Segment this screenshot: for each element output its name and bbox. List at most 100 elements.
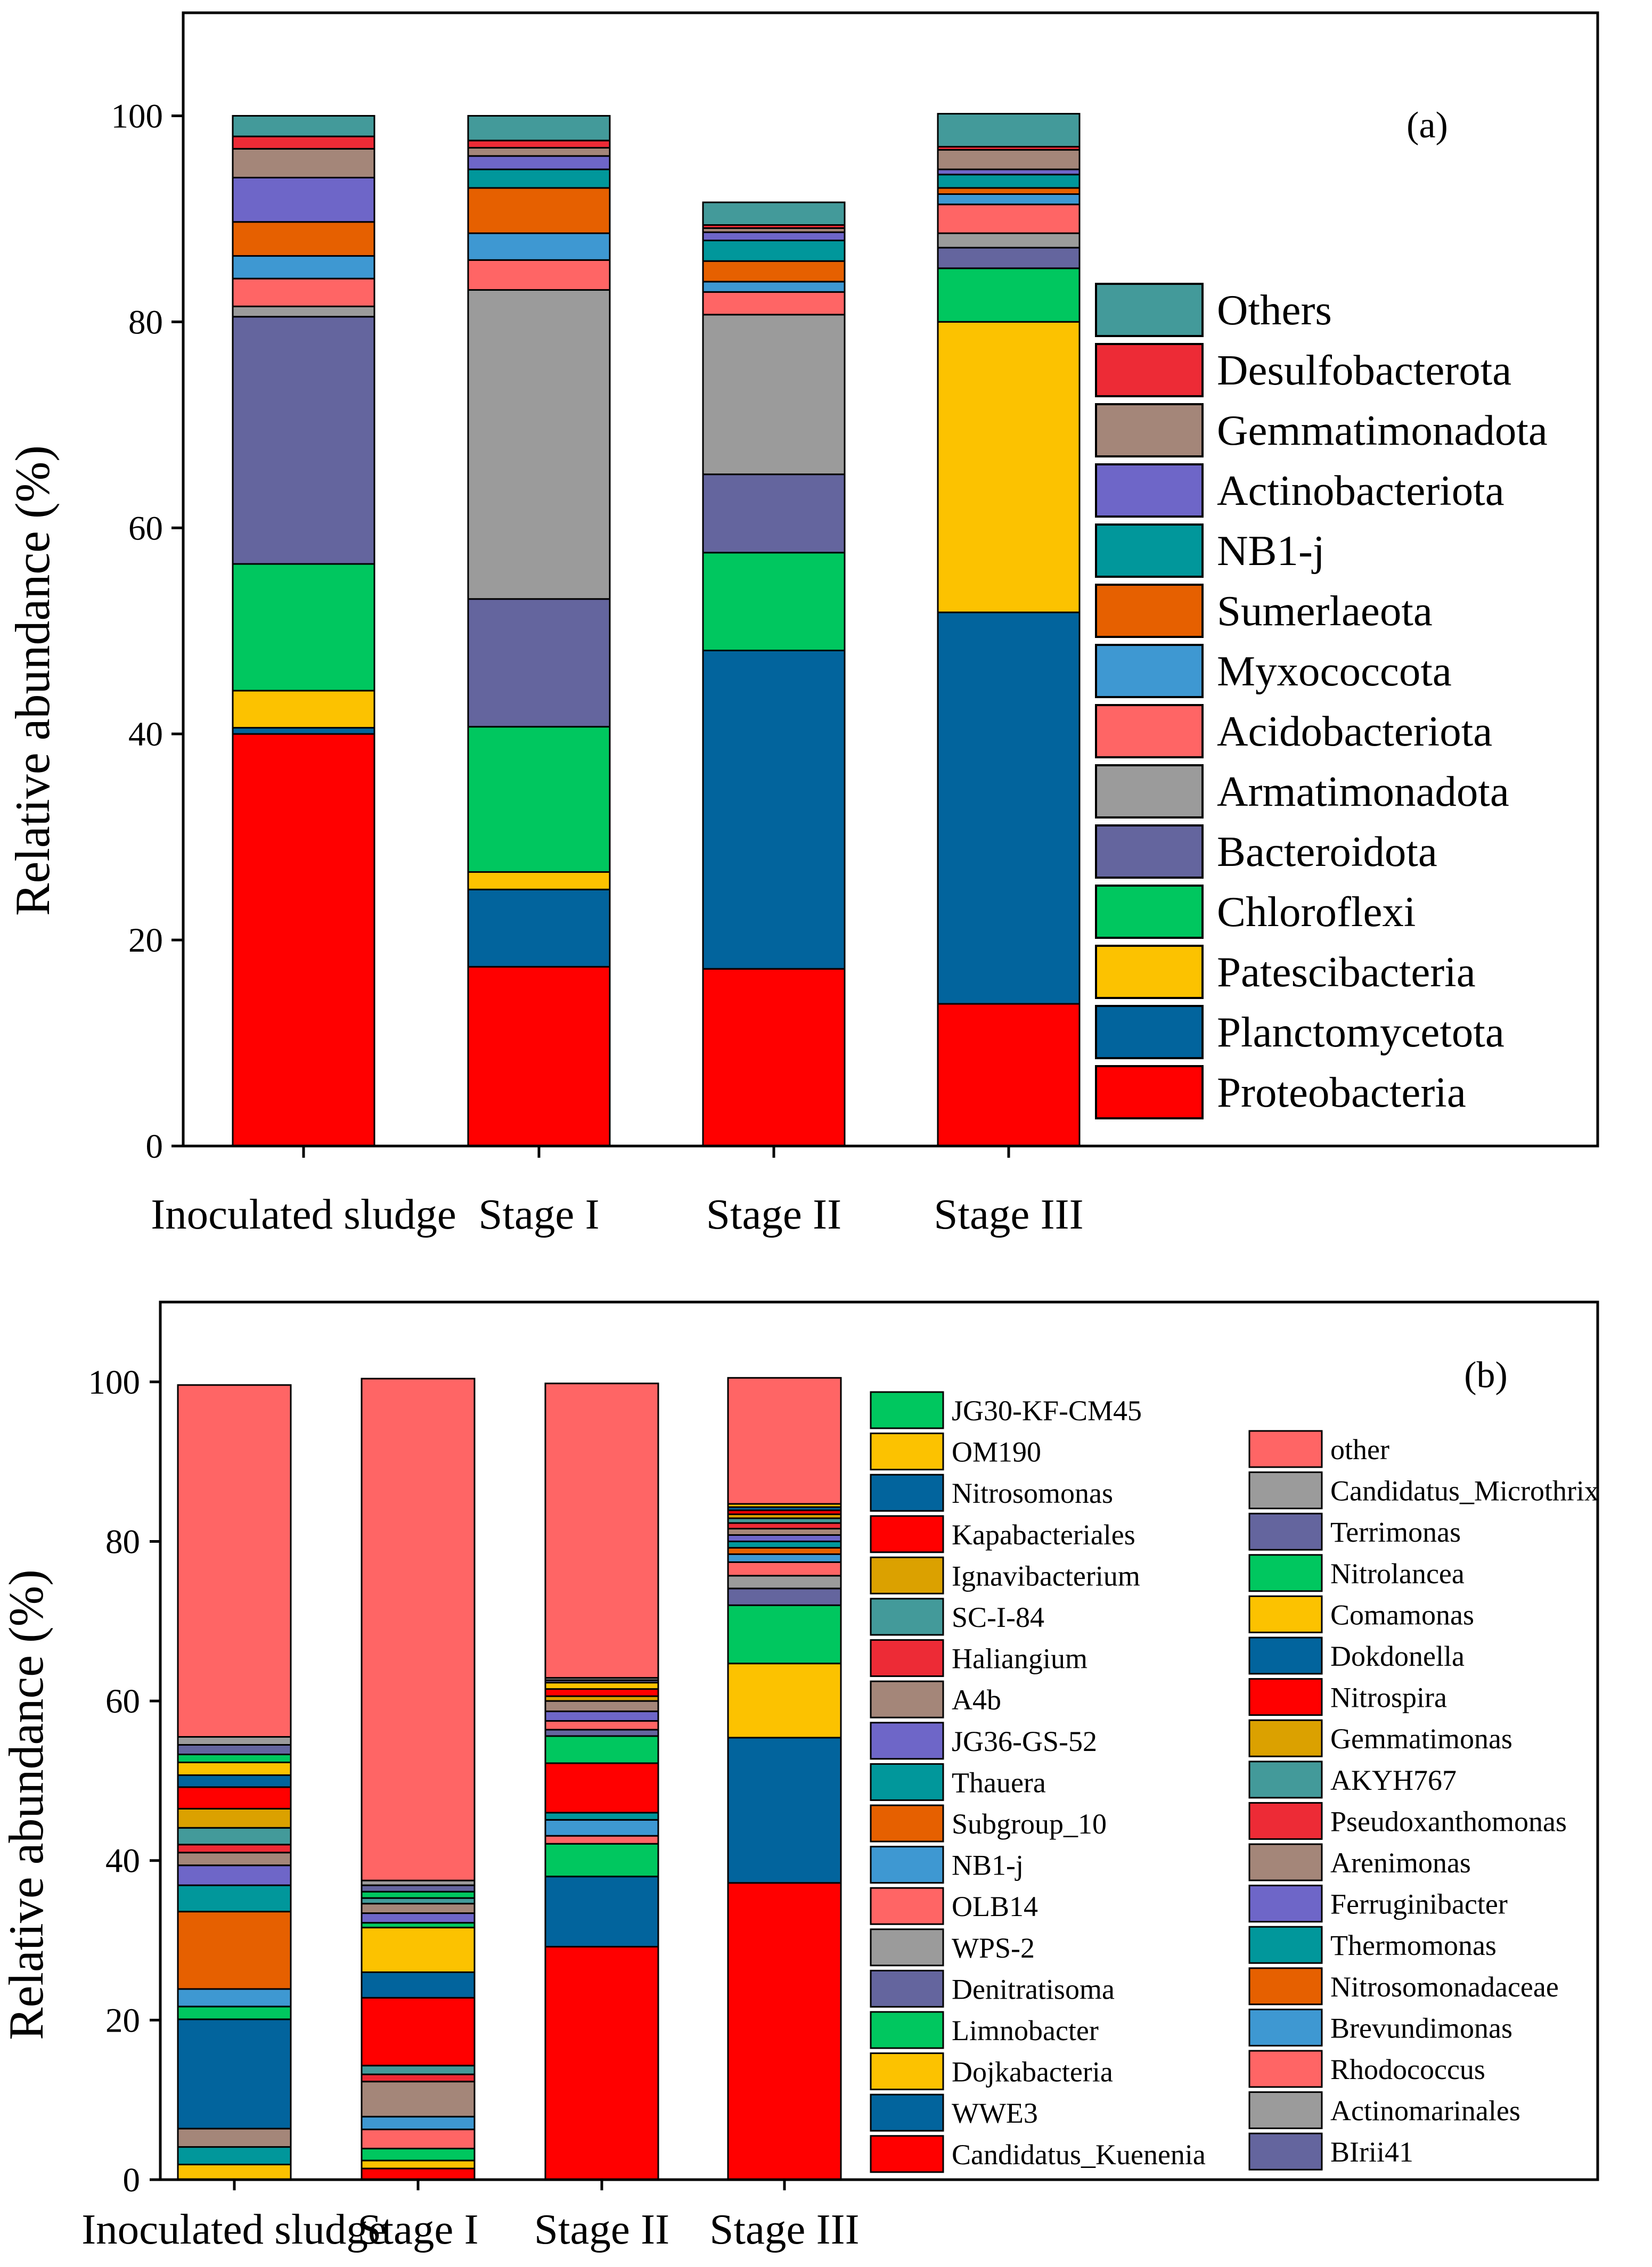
bar-segment-jg30-kf-cm45 [177,2006,292,2020]
legend-chloroflexi-swatch [1095,885,1204,939]
legend-nitrolancea-label: Nitrolancea [1330,1558,1465,1590]
bar-segment-wps-2 [727,1575,842,1590]
legend-olb14-label: OLB14 [952,1890,1038,1922]
bar-segment-dojkabacteria [177,2164,292,2181]
bar-segment-planctomycetota [702,649,846,970]
legend-jg36-gs-52-swatch [870,1722,944,1760]
bar-segment-sumerlaeota [467,187,611,234]
legend-jg30-kf-cm45-label: JG30-KF-CM45 [952,1395,1142,1427]
y-tick-label: 20 [105,2001,140,2040]
bar-segment-brevundimonas [177,1988,292,2008]
legend-ferruginibacter-swatch [1248,1885,1323,1923]
legend-akyh767-label: AKYH767 [1330,1764,1457,1796]
legend-denitratisoma-label: Denitratisoma [952,1973,1115,2005]
bar-segment-sumerlaeota [937,187,1081,195]
y-tick-label: 0 [146,1127,163,1166]
y-axis-label: Relative abundance (%) [0,1569,53,2040]
bar-segment-comamonas [177,1761,292,1776]
legend-subgroup-10-swatch [870,1804,944,1843]
panel-label: (a) [1406,105,1448,146]
bar-segment-nitrosomonadaceae [177,1911,292,1990]
bar-segment-limnobacter [544,1843,659,1878]
bar-segment-myxococcota [702,281,846,293]
bar-segment-sc-i-84 [361,2065,476,2075]
bar-segment-terrimonas [177,1744,292,1755]
bar-segment-nb1-j [727,1553,842,1563]
legend-sc-i-84-swatch [870,1598,944,1636]
legend-bacteroidota-label: Bacteroidota [1217,828,1437,875]
legend-nitrosomonas-label: Nitrosomonas [952,1477,1113,1509]
y-tick-label: 60 [105,1682,140,1721]
legend-nitrolancea-swatch [1248,1554,1323,1592]
legend-bacteroidota-swatch [1095,824,1204,879]
legend-candidatus-microthrix-label: Candidatus_Microthrix [1330,1475,1599,1507]
bar-segment-ferruginibacter [177,1864,292,1886]
plot-frame [159,1300,1599,2181]
bar-segment-chloroflexi [937,267,1081,323]
bar-segment-kapabacteriales [544,1762,659,1814]
bar-segment-denitratisoma [727,1587,842,1606]
bar-segment-terrimonas [361,1884,476,1893]
bar-segment-armatimonadota [467,289,611,600]
legend-nb1-j-label: NB1-j [1217,527,1325,575]
y-tick-label: 20 [128,921,163,960]
y-tick-label: 60 [128,509,163,547]
legend-candidatus-microthrix-swatch [1248,1471,1323,1510]
legend-armatimonadota-label: Armatimonadota [1217,767,1509,815]
legend-comamonas-swatch [1248,1595,1323,1633]
bar-segment-candidatus-kuenenia [544,1946,659,2181]
bar-segment-rhodococcus [544,1720,659,1731]
bar-segment-armatimonadota [232,305,375,318]
legend-proteobacteria-swatch [1095,1065,1204,1119]
legend-om190-label: OM190 [952,1436,1041,1468]
bar-segment-candidatus-microthrix [177,1736,292,1746]
bar-segment-others [232,114,375,137]
bar-segment-acidobacteriota [232,277,375,307]
bar-segment-ferruginibacter [361,1912,476,1924]
legend-brevundimonas-label: Brevundimonas [1330,2012,1512,2044]
legend-dojkabacteria-swatch [870,2052,944,2091]
y-axis-label: Relative abundance (%) [5,445,60,916]
legend-birii41-label: BIrii41 [1330,2136,1413,2168]
legend-desulfobacterota-label: Desulfobacterota [1217,346,1511,394]
x-tick-label: Stage III [709,2205,859,2253]
bar-segment-limnobacter [727,1604,842,1665]
bar-segment-chloroflexi [232,563,375,692]
bar-segment-arenimonas [361,1903,476,1914]
legend-comamonas-label: Comamonas [1330,1599,1474,1631]
bar-segment-acidobacteriota [702,291,846,316]
legend-ignavibacterium-label: Ignavibacterium [952,1560,1140,1592]
bar-segment-nitrosomonas [177,2018,292,2130]
bar-segment-nitrolancea [177,1753,292,1763]
bar-segment-bacteroidota [232,316,375,565]
bar-segment-om190 [361,1927,476,1973]
legend-actinobacteriota-label: Actinobacteriota [1217,467,1504,514]
legend-nb1-j-swatch [870,1846,944,1884]
bar-segment-haliangium [361,2073,476,2083]
x-tick-label: Inoculated sludge [151,1190,456,1238]
legend-arenimonas-label: Arenimonas [1330,1847,1471,1879]
bar-segment-other [177,1384,292,1738]
bar-segment-dokdonella [177,1774,292,1788]
bar-segment-nitrospira [177,1786,292,1810]
legend-planctomycetota-label: Planctomycetota [1217,1008,1504,1056]
bar-segment-planctomycetota [467,888,611,968]
bar-segment-bacteroidota [467,598,611,728]
bar-segment-nb1-j [467,168,611,189]
bar-segment-desulfobacterota [467,140,611,149]
bar-segment-nb1-j [937,174,1081,189]
bar-segment-candidatus-kuenenia [727,1882,842,2181]
legend-nitrosomonadaceae-label: Nitrosomonadaceae [1330,1971,1559,2003]
plot-frame [182,11,1599,1148]
legend-myxococcota-label: Myxococcota [1217,647,1452,695]
legend-thermomonas-swatch [1248,1926,1323,1964]
bar-segment-gemmatimonas [177,1807,292,1829]
legend-thauera-label: Thauera [952,1766,1046,1798]
legend-patescibacteria-swatch [1095,945,1204,999]
bar-segment-others [702,201,846,226]
x-tick-label: Stage III [934,1190,1083,1238]
legend-dokdonella-swatch [1248,1636,1323,1675]
legend-birii41-swatch [1248,2132,1323,2171]
legend-denitratisoma-swatch [870,1969,944,2008]
